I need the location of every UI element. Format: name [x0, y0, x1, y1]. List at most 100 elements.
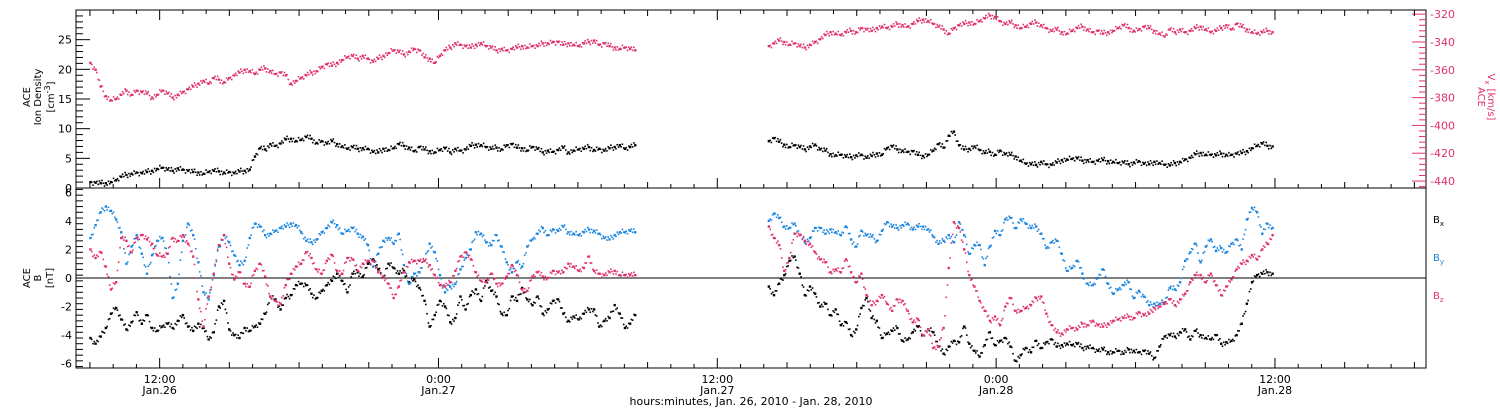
- by-point: [1029, 226, 1033, 230]
- bz-point: [93, 254, 96, 256]
- vx-point: [496, 51, 499, 54]
- by-point: [1149, 301, 1152, 303]
- by-point: [369, 257, 372, 260]
- vx-point: [365, 57, 368, 60]
- bx-point: [214, 322, 216, 325]
- bz-point: [784, 268, 787, 271]
- ion-density-point: [1234, 152, 1237, 154]
- vx-point: [935, 26, 937, 29]
- bx-point: [114, 306, 118, 310]
- vx-point: [789, 44, 792, 46]
- bx-point: [782, 279, 784, 281]
- by-point: [960, 229, 963, 231]
- by-point: [797, 230, 800, 232]
- top-left-tick-label: 10: [58, 123, 72, 136]
- vx-point: [350, 54, 353, 56]
- bz-point: [1130, 315, 1133, 318]
- vx-point: [344, 55, 346, 57]
- bz-point: [1266, 242, 1269, 245]
- ion-density-point: [1243, 151, 1246, 153]
- bz-point: [1214, 283, 1218, 287]
- bx-point: [335, 272, 339, 275]
- ion-density-point: [847, 156, 850, 159]
- bx-point: [890, 329, 892, 331]
- bx-point: [529, 298, 531, 301]
- ion-density-point: [1235, 152, 1238, 155]
- by-point: [349, 230, 351, 233]
- by-point: [1022, 217, 1025, 220]
- ion-density-point: [590, 147, 593, 149]
- by-point: [795, 225, 797, 227]
- vx-point: [1175, 33, 1178, 36]
- by-point: [453, 285, 455, 288]
- by-point: [532, 236, 535, 239]
- vx-point: [1258, 34, 1261, 36]
- vx-point: [522, 47, 525, 50]
- vx-point: [813, 42, 815, 45]
- bx-point: [906, 338, 909, 341]
- bz-point: [499, 285, 502, 287]
- ion-density-point: [946, 140, 949, 142]
- by-point: [770, 219, 773, 221]
- ion-density-point: [923, 156, 926, 159]
- bx-point: [1153, 356, 1156, 360]
- vx-point: [854, 33, 856, 35]
- ion-density-point: [594, 150, 597, 152]
- ion-density-point: [1034, 163, 1038, 167]
- vx-point: [342, 59, 345, 61]
- vx-point: [838, 33, 841, 36]
- ion-density-point: [1111, 162, 1113, 164]
- vx-point: [1082, 29, 1085, 31]
- by-point: [256, 226, 259, 229]
- vx-point: [982, 16, 985, 19]
- x-tick-time-label: 12:00: [1259, 373, 1291, 386]
- ion-density-point: [120, 175, 123, 178]
- bx-point: [831, 315, 833, 317]
- vx-point: [946, 33, 949, 36]
- by-point: [858, 235, 860, 238]
- vx-point: [908, 25, 910, 27]
- bz-point: [526, 289, 529, 293]
- by-point: [328, 225, 331, 228]
- by-point: [523, 254, 526, 256]
- bz-point: [126, 245, 129, 248]
- bz-point: [1126, 313, 1129, 315]
- bx-point: [98, 335, 101, 338]
- vx-point: [1036, 25, 1039, 27]
- vx-point: [894, 25, 896, 27]
- by-point: [952, 241, 956, 244]
- by-point: [951, 240, 954, 242]
- by-point: [239, 260, 242, 263]
- vx-point: [477, 41, 480, 44]
- bz-point: [904, 302, 906, 305]
- bx-point: [395, 272, 398, 274]
- bx-point: [407, 281, 411, 284]
- ion-density-point: [114, 179, 116, 182]
- bz-point: [900, 301, 903, 304]
- vx-point: [594, 42, 597, 44]
- bx-point: [116, 309, 119, 311]
- vx-point: [960, 25, 963, 27]
- bz-point: [1045, 312, 1048, 315]
- bx-point: [1203, 337, 1206, 340]
- by-point: [466, 253, 468, 256]
- by-point: [561, 224, 563, 227]
- by-point: [217, 245, 221, 248]
- bx-point: [206, 335, 209, 338]
- bz-point: [792, 238, 795, 241]
- ion-density-point: [385, 147, 387, 149]
- top-left-tick-label: 15: [58, 93, 72, 106]
- ion-density-point: [1016, 158, 1018, 161]
- ion-density-point: [587, 145, 591, 149]
- bx-point: [1175, 337, 1178, 340]
- vx-point: [278, 71, 281, 74]
- by-point: [1004, 218, 1007, 221]
- ion-density-point: [1068, 155, 1071, 158]
- vx-point: [464, 44, 467, 48]
- vx-point: [974, 23, 977, 25]
- vx-point: [229, 76, 232, 79]
- bx-point: [577, 318, 580, 321]
- ion-density-point: [335, 145, 337, 147]
- bx-point: [359, 272, 362, 275]
- by-point: [626, 232, 629, 235]
